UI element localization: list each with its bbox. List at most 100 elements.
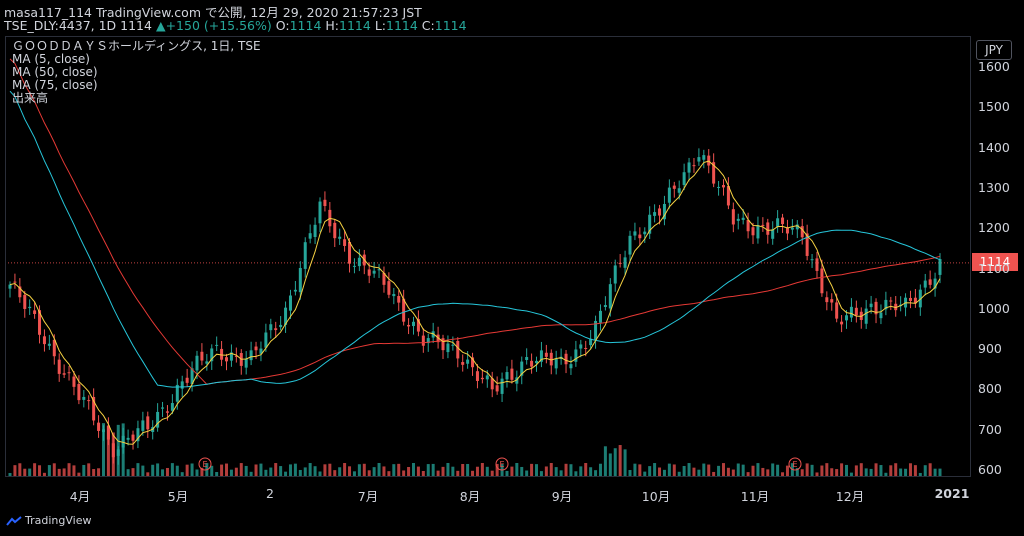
- candle-body: [692, 165, 696, 167]
- volume-bar: [372, 467, 376, 476]
- x-tick-label: 9月: [551, 489, 573, 504]
- candle-body: [121, 435, 125, 448]
- candle-body: [200, 351, 204, 361]
- volume-bar: [254, 464, 258, 476]
- volume-bar: [264, 469, 268, 476]
- candle-body: [569, 364, 573, 369]
- y-tick-label: 1600: [978, 59, 1010, 74]
- volume-bar: [805, 463, 809, 476]
- candle-body: [382, 272, 386, 285]
- candle-body: [244, 358, 248, 368]
- volume-bar: [141, 465, 145, 476]
- volume-bar: [830, 468, 834, 476]
- volume-bar: [569, 464, 573, 476]
- plot-area[interactable]: [5, 36, 971, 477]
- candle-body: [544, 352, 548, 357]
- candle-body: [97, 422, 101, 431]
- candle-body: [800, 226, 804, 238]
- candle-body: [510, 368, 514, 380]
- candle-body: [702, 155, 706, 160]
- candle-body: [525, 357, 529, 361]
- candle-body: [712, 162, 716, 184]
- volume-bar: [771, 463, 775, 476]
- candle-body: [608, 284, 612, 309]
- volume-bar: [938, 468, 942, 476]
- candle-body: [23, 294, 27, 309]
- volume-bar: [717, 465, 721, 476]
- volume-bar: [746, 472, 750, 476]
- candle-body: [490, 378, 494, 390]
- candle-body: [377, 269, 381, 271]
- volume-bar: [835, 469, 839, 476]
- volume-bar: [653, 463, 657, 476]
- volume-bar: [97, 468, 101, 476]
- volume-bar: [126, 469, 130, 476]
- high-label: H:: [325, 18, 340, 33]
- candle-body: [751, 227, 755, 236]
- volume-bar: [407, 467, 411, 476]
- low-label: L:: [374, 18, 386, 33]
- candle-body: [766, 222, 770, 235]
- volume-bar: [525, 470, 529, 476]
- volume-bar: [411, 463, 415, 476]
- tradingview-brand[interactable]: TradingView: [6, 514, 91, 527]
- volume-bar: [879, 465, 883, 476]
- candle-body: [662, 203, 666, 220]
- volume-bar: [899, 468, 903, 476]
- volume-bar: [628, 470, 632, 476]
- volume-bar: [485, 466, 489, 476]
- candle-body: [840, 321, 844, 325]
- volume-bar: [766, 469, 770, 476]
- candle-body: [845, 315, 849, 321]
- volume-bar: [77, 472, 81, 476]
- candle-body: [426, 338, 430, 344]
- volume-bar: [913, 465, 917, 476]
- volume-bar: [603, 446, 607, 476]
- volume-bar: [721, 463, 725, 476]
- candle-body: [628, 235, 632, 255]
- candle-body: [141, 420, 145, 431]
- volume-bar: [348, 466, 352, 476]
- volume-bar: [495, 463, 499, 476]
- candle-body: [466, 359, 470, 364]
- legend-ma75: MA (75, close): [12, 78, 98, 92]
- currency-unit-badge[interactable]: JPY: [976, 40, 1012, 60]
- legend-ma50: MA (50, close): [12, 65, 98, 79]
- earnings-marker-label: E: [792, 460, 797, 469]
- candle-body: [293, 289, 297, 292]
- volume-bar: [608, 453, 612, 476]
- candle-body: [205, 361, 209, 364]
- candle-body: [589, 338, 593, 346]
- candle-body: [274, 328, 278, 331]
- candle-body: [411, 321, 415, 327]
- volume-bar: [894, 463, 898, 476]
- volume-bar: [421, 470, 425, 476]
- volume-bar: [352, 471, 356, 476]
- y-tick-label: 800: [978, 381, 1002, 397]
- volume-bar: [38, 465, 42, 476]
- candle-body: [854, 307, 858, 316]
- candle-body: [456, 340, 460, 359]
- volume-bar: [284, 471, 288, 476]
- candle-body: [500, 378, 504, 394]
- candle-body: [313, 224, 317, 238]
- volume-bar: [274, 463, 278, 476]
- candle-body: [471, 357, 475, 368]
- close-label: C:: [421, 18, 435, 33]
- candle-body: [13, 281, 17, 283]
- volume-bar: [889, 465, 893, 476]
- volume-bar: [146, 472, 150, 476]
- volume-bar: [928, 463, 932, 476]
- volume-bar: [751, 465, 755, 476]
- volume-bar: [800, 469, 804, 476]
- candle-body: [338, 236, 342, 239]
- volume-bar: [658, 467, 662, 476]
- volume-bar: [333, 470, 337, 476]
- candle-body: [288, 295, 292, 311]
- candle-body: [215, 344, 219, 346]
- candle-body: [653, 212, 657, 216]
- candle-body: [254, 346, 258, 351]
- volume-bar: [106, 425, 110, 476]
- volume-bar: [269, 467, 273, 476]
